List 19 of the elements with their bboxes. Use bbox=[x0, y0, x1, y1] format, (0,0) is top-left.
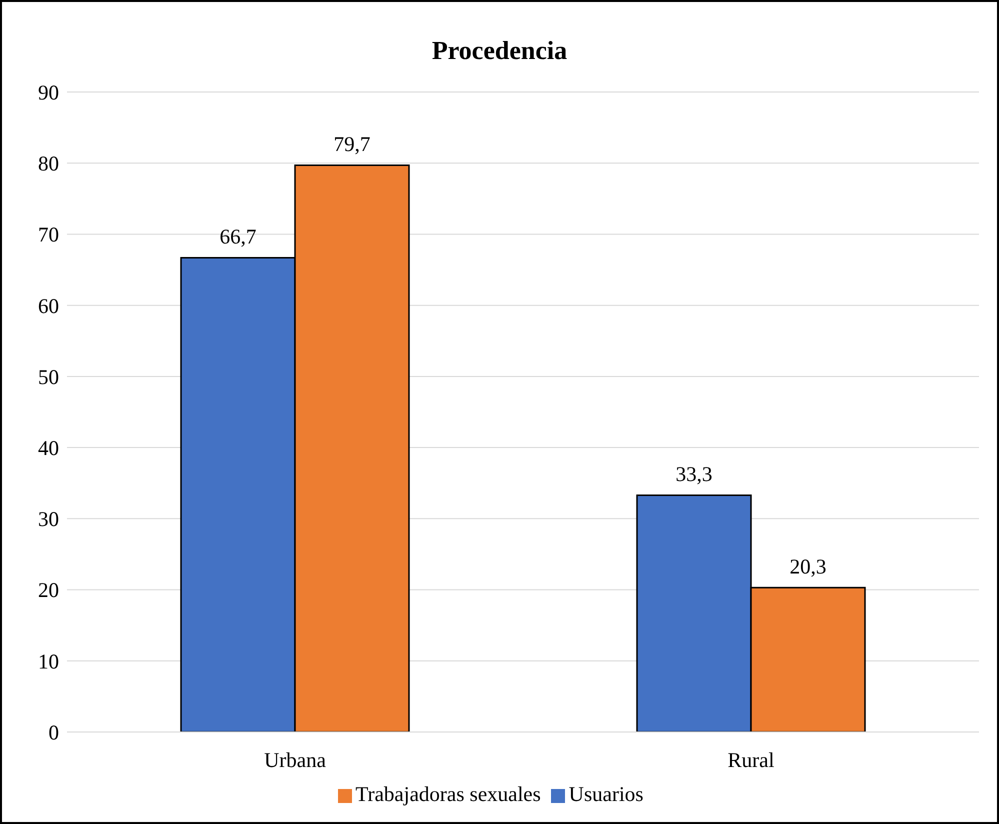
y-tick-label: 50 bbox=[38, 364, 59, 389]
y-tick-label: 30 bbox=[38, 507, 59, 532]
chart-title: Procedencia bbox=[430, 36, 568, 66]
y-tick-label: 40 bbox=[38, 436, 59, 460]
y-tick-label: 90 bbox=[38, 80, 59, 104]
y-tick-label: 0 bbox=[48, 720, 59, 744]
y-tick-label: 80 bbox=[38, 152, 59, 176]
legend-label: Trabajadoras sexuales bbox=[356, 782, 541, 806]
x-tick-label: Urbana bbox=[264, 748, 327, 772]
x-tick-label: Rural bbox=[728, 748, 774, 772]
data-label: 66,7 bbox=[220, 224, 256, 249]
y-tick-label: 10 bbox=[38, 649, 59, 674]
data-label: 20,3 bbox=[790, 554, 826, 579]
data-label: 33,3 bbox=[676, 462, 712, 486]
y-tick-label: 60 bbox=[38, 294, 59, 318]
data-label: 79,7 bbox=[334, 132, 370, 156]
legend-label: Usuarios bbox=[568, 782, 644, 806]
y-tick-label: 70 bbox=[38, 222, 59, 247]
y-tick-label: 20 bbox=[38, 578, 59, 602]
